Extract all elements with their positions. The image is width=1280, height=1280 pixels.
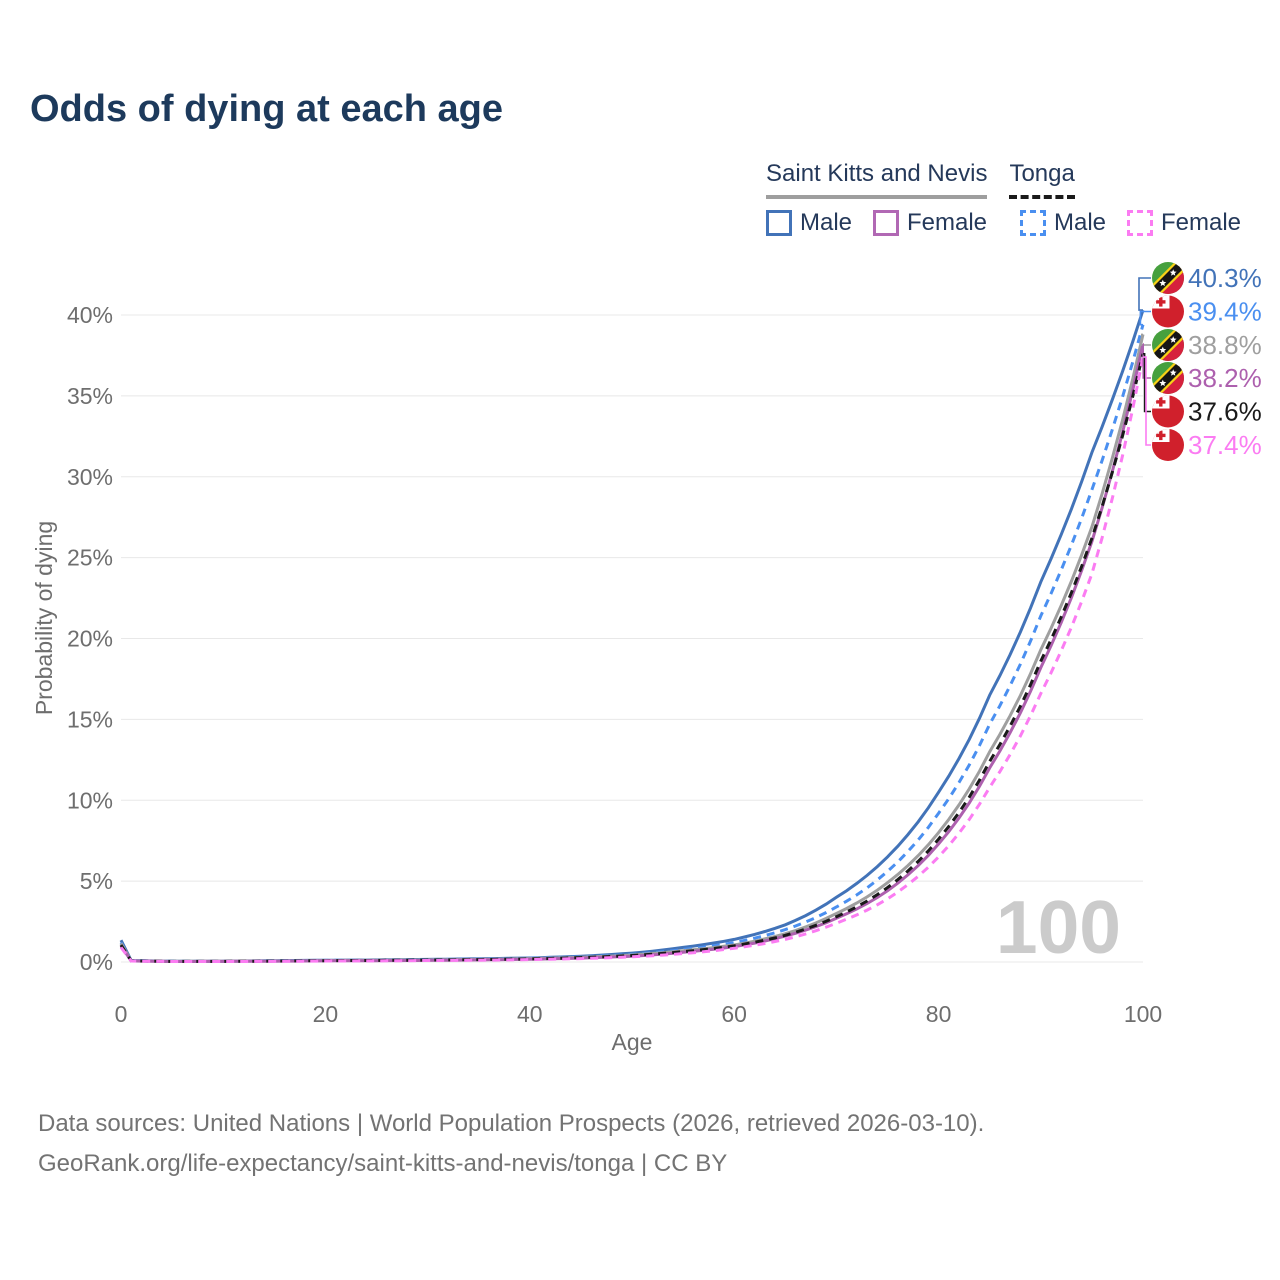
legend-item-skn-female[interactable]: Female <box>873 209 987 237</box>
end-label-leader-tonga-female <box>1143 356 1151 446</box>
x-tick-label-60: 60 <box>721 1001 747 1027</box>
end-label-leader-tonga-male <box>1139 310 1151 326</box>
y-tick-label-20: 20% <box>67 626 113 652</box>
checkbox-icon-tonga-male[interactable] <box>1020 210 1046 236</box>
legend: Saint Kitts and Nevis Tonga Male Female … <box>766 160 1266 239</box>
series-line-saint-kitts-and-nevis[interactable] <box>119 334 1145 963</box>
flag-icon-tonga <box>1152 396 1184 428</box>
x-tick-label-20: 20 <box>313 1001 339 1027</box>
end-label-leader-saint-kitts-and-nevis-male <box>1138 277 1151 311</box>
legend-item-label: Female <box>907 209 988 236</box>
x-axis-title: Age <box>612 1029 653 1055</box>
x-tick-label-0: 0 <box>115 1001 128 1027</box>
end-label-value-tonga-male: 39.4% <box>1188 297 1262 327</box>
footer-data-sources: Data sources: United Nations | World Pop… <box>38 1110 985 1137</box>
series-line-tonga-male[interactable] <box>119 324 1145 963</box>
legend-item-skn-male[interactable]: Male <box>766 209 852 237</box>
end-label-value-saint-kitts-and-nevis-male: 40.3% <box>1188 263 1262 293</box>
legend-items-row: Male Female Male Female <box>766 209 1266 239</box>
end-label-value-saint-kitts-and-nevis-female: 38.2% <box>1188 363 1262 393</box>
page-title: Odds of dying at each age <box>30 88 503 130</box>
y-tick-label-25: 25% <box>67 545 113 571</box>
y-tick-label-5: 5% <box>80 868 113 894</box>
footer-attribution: GeoRank.org/life-expectancy/saint-kitts-… <box>38 1150 728 1177</box>
legend-item-label: Female <box>1161 209 1242 236</box>
legend-item-tonga-female[interactable]: Female <box>1127 209 1241 237</box>
series-line-saint-kitts-and-nevis-male[interactable] <box>119 309 1145 963</box>
y-tick-label-40: 40% <box>67 302 113 328</box>
footer: Data sources: United Nations | World Pop… <box>38 1104 984 1184</box>
legend-item-label: Male <box>1054 209 1107 236</box>
series-line-saint-kitts-and-nevis-female[interactable] <box>119 343 1145 963</box>
checkbox-icon-skn-male[interactable] <box>766 210 792 236</box>
x-tick-label-100: 100 <box>1124 1001 1162 1027</box>
flag-icon-tonga <box>1152 429 1184 461</box>
end-label-leader-tonga <box>1143 353 1151 413</box>
y-tick-label-10: 10% <box>67 787 113 813</box>
flag-icon-saint-kitts-and-nevis <box>1152 362 1184 394</box>
end-label-value-saint-kitts-and-nevis: 38.8% <box>1188 330 1262 360</box>
y-tick-label-15: 15% <box>67 706 113 732</box>
x-tick-label-40: 40 <box>517 1001 543 1027</box>
x-tick-label-80: 80 <box>926 1001 952 1027</box>
legend-group-saint-kitts-and-nevis: Saint Kitts and Nevis <box>766 160 988 199</box>
y-tick-label-30: 30% <box>67 464 113 490</box>
y-tick-label-0: 0% <box>80 949 113 975</box>
end-label-value-tonga-female: 37.4% <box>1188 430 1262 460</box>
checkbox-icon-skn-female[interactable] <box>873 210 899 236</box>
y-tick-label-35: 35% <box>67 383 113 409</box>
end-label-value-tonga: 37.6% <box>1188 397 1262 427</box>
flag-icon-tonga <box>1152 296 1184 328</box>
legend-group-tonga: Tonga <box>1009 160 1075 199</box>
age-watermark: 100 <box>996 885 1121 969</box>
end-label-leader-saint-kitts-and-nevis-female <box>1142 343 1151 379</box>
flag-icon-saint-kitts-and-nevis <box>1152 329 1184 361</box>
series-line-tonga[interactable] <box>119 353 1145 963</box>
end-label-leader-saint-kitts-and-nevis <box>1141 333 1151 346</box>
legend-item-tonga-male[interactable]: Male <box>1020 209 1106 237</box>
y-axis-title: Probability of dying <box>31 521 57 715</box>
checkbox-icon-tonga-female[interactable] <box>1127 210 1153 236</box>
flag-icon-saint-kitts-and-nevis <box>1152 262 1184 294</box>
legend-item-label: Male <box>800 209 853 236</box>
legend-country-row: Saint Kitts and Nevis Tonga <box>766 160 1266 199</box>
series-line-tonga-female[interactable] <box>119 356 1145 963</box>
